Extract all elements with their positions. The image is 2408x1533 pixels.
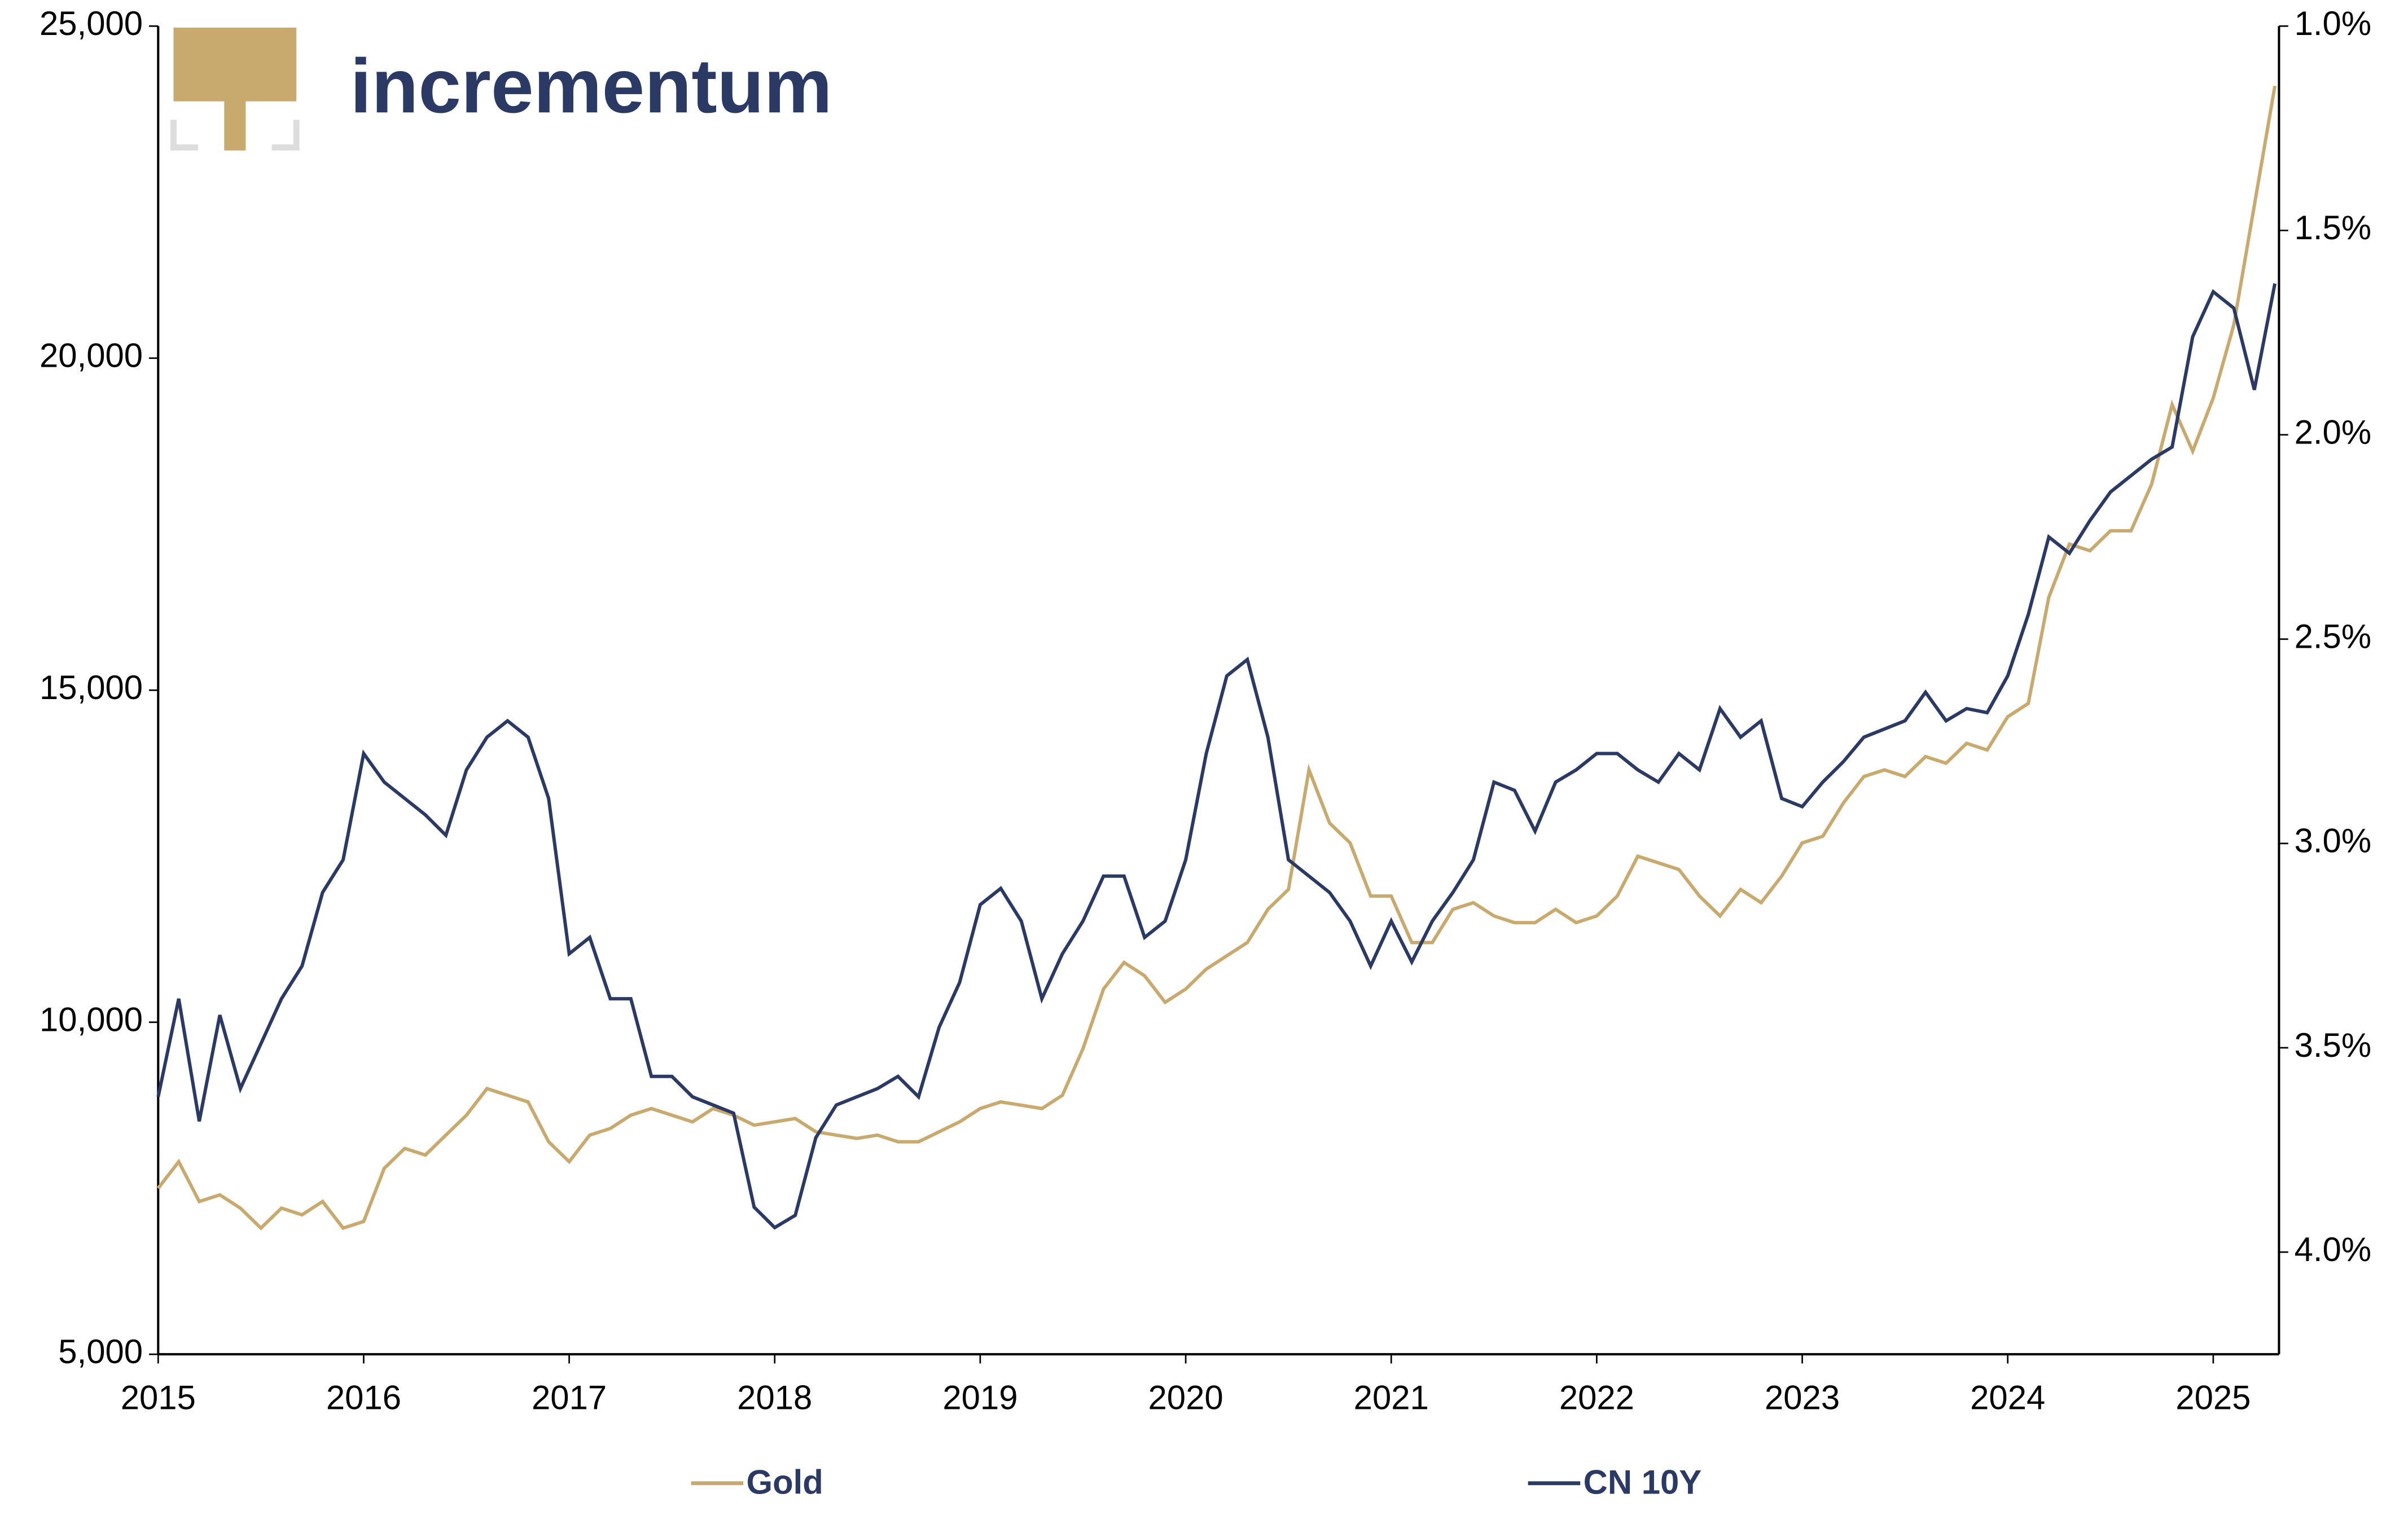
y-tick-label: 25,000 [40,5,143,42]
x-tick-label: 2020 [1148,1379,1223,1417]
x-tick-label: 2024 [1970,1379,2045,1417]
y-tick-label: 10,000 [40,1001,143,1039]
x-tick-label: 2021 [1354,1379,1429,1417]
y2-tick-label: 2.0% [2295,413,2371,451]
y2-tick-label: 2.5% [2295,618,2371,656]
legend-label: CN 10Y [1584,1463,1702,1501]
y2-tick-label: 1.0% [2295,5,2371,42]
x-tick-label: 2017 [532,1379,607,1417]
x-tick-label: 2023 [1765,1379,1840,1417]
x-tick-label: 2016 [326,1379,401,1417]
x-tick-label: 2022 [1559,1379,1634,1417]
series-line [156,85,2277,1231]
y2-tick-label: 1.5% [2295,209,2371,247]
series-line [156,283,2277,1230]
y2-tick-label: 3.5% [2295,1026,2371,1064]
x-tick-label: 2015 [121,1379,196,1417]
legend-label: Gold [747,1463,823,1501]
y-tick-label: 20,000 [40,337,143,375]
y-tick-label: 5,000 [58,1333,143,1371]
x-tick-label: 2019 [942,1379,1017,1417]
x-tick-label: 2018 [737,1379,812,1417]
y2-tick-label: 4.0% [2295,1231,2371,1268]
x-tick-label: 2025 [2175,1379,2251,1417]
logo-text: incrementum [350,43,832,129]
y-tick-label: 15,000 [40,669,143,706]
y2-tick-label: 3.0% [2295,822,2371,860]
logo-icon [170,28,300,151]
